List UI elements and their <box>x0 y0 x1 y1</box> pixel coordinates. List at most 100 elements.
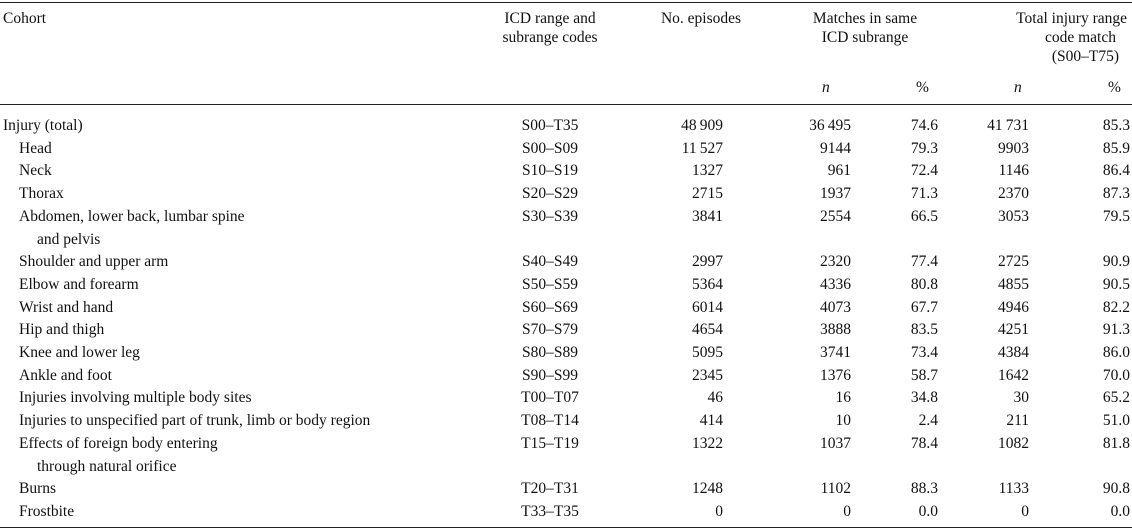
cell-matches-pct: 67.7 <box>910 298 938 316</box>
cell-matches-pct: 66.5 <box>910 207 938 225</box>
cell-cohort-label: Injury (total) <box>3 117 83 134</box>
cell-episodes: 5364 <box>692 275 723 293</box>
cell-total-n: 4251 <box>998 321 1029 339</box>
cell-total-pct: 91.3 <box>1102 321 1130 339</box>
cell-total-n: 1146 <box>998 162 1029 180</box>
cell-matches-n: 2554 <box>820 207 851 225</box>
cell-total-n: 4946 <box>998 298 1029 316</box>
cell-total-pct: 90.8 <box>1102 480 1130 498</box>
cell-total-n: 1082 <box>998 434 1029 452</box>
cell-cohort-label: Ankle and foot <box>19 366 112 384</box>
cell-episodes: 0 <box>715 502 723 520</box>
cell-episodes: 46 <box>707 389 724 407</box>
cell-matches-pct: 88.3 <box>910 480 938 498</box>
header-cohort: Cohort <box>3 10 47 27</box>
cell-matches-n: 4073 <box>820 298 851 316</box>
cell-total-pct: 70.0 <box>1102 366 1130 384</box>
header-matches-n: n <box>822 79 830 96</box>
cell-matches-pct: 74.6 <box>910 117 938 134</box>
cell-episodes: 48 909 <box>681 117 723 134</box>
cell-matches-pct: 83.5 <box>910 321 938 339</box>
cell-matches-n: 10 <box>835 412 852 430</box>
cell-cohort-label: Shoulder and upper arm <box>19 253 169 271</box>
cell-cohort-label-cont: through natural orifice <box>37 457 177 475</box>
cell-matches-pct: 78.4 <box>910 434 938 452</box>
cell-episodes: 11 527 <box>681 139 723 157</box>
cell-matches-n: 36 495 <box>809 117 851 134</box>
cell-icd: S70–S79 <box>522 321 578 339</box>
cell-matches-pct: 34.8 <box>910 389 938 407</box>
header-rule <box>0 104 1132 105</box>
cell-cohort-label: Burns <box>19 480 57 498</box>
cell-episodes: 2997 <box>692 253 723 271</box>
cell-total-pct: 90.9 <box>1102 253 1130 271</box>
cell-cohort-label: Frostbite <box>19 502 75 520</box>
cell-episodes: 2715 <box>692 185 723 203</box>
cell-matches-n: 16 <box>835 389 852 407</box>
header-matches-pct: % <box>916 79 929 96</box>
cell-matches-n: 4336 <box>820 275 851 293</box>
cell-icd: T15–T19 <box>521 434 579 452</box>
cell-icd: T00–T07 <box>521 389 579 407</box>
cell-total-n: 211 <box>1006 412 1029 430</box>
cell-total-pct: 82.2 <box>1102 298 1130 316</box>
cell-icd: T20–T31 <box>521 480 579 498</box>
cell-cohort-label-cont: and pelvis <box>37 230 101 248</box>
header-matches-line1: Matches in same <box>812 10 918 27</box>
cell-matches-pct: 0.0 <box>918 502 938 520</box>
cell-episodes: 6014 <box>692 298 723 316</box>
header-total-pct: % <box>1108 79 1121 96</box>
cell-cohort-label: Wrist and hand <box>19 298 114 316</box>
cell-total-pct: 79.5 <box>1102 207 1130 225</box>
cell-total-pct: 86.0 <box>1102 344 1130 361</box>
cell-total-n: 30 <box>1013 389 1030 407</box>
cell-icd: S60–S69 <box>522 298 578 316</box>
cell-episodes: 2345 <box>692 366 723 384</box>
cell-matches-n: 1376 <box>820 366 851 384</box>
cell-matches-pct: 77.4 <box>910 253 938 271</box>
cell-icd: S50–S59 <box>522 275 578 293</box>
cell-episodes: 5095 <box>692 344 723 361</box>
cell-total-pct: 0.0 <box>1110 502 1130 520</box>
cell-matches-n: 1037 <box>820 434 851 452</box>
cell-matches-n: 2320 <box>820 253 851 271</box>
cell-matches-n: 961 <box>827 162 851 180</box>
cell-matches-pct: 71.3 <box>910 185 938 203</box>
cell-total-n: 1133 <box>998 480 1029 498</box>
cell-cohort-label: Hip and thigh <box>19 321 105 339</box>
cell-total-n: 4855 <box>998 275 1029 293</box>
cell-icd: S90–S99 <box>522 366 578 384</box>
header-episodes: No. episodes <box>660 10 742 27</box>
header-total-line3: (S00–T75) <box>1051 48 1119 65</box>
cell-cohort-label: Abdomen, lower back, lumbar spine <box>19 207 245 225</box>
top-rule <box>0 2 1132 3</box>
cell-icd: S30–S39 <box>522 207 578 225</box>
cell-matches-pct: 73.4 <box>910 344 938 361</box>
cell-total-pct: 65.2 <box>1102 389 1130 407</box>
cell-cohort-label: Effects of foreign body entering <box>19 434 218 452</box>
cell-icd: S10–S19 <box>522 162 578 180</box>
header-total-n: n <box>1014 79 1022 96</box>
cell-episodes: 1322 <box>692 434 723 452</box>
cell-icd: S00–S09 <box>522 139 578 157</box>
cell-total-pct: 51.0 <box>1102 412 1130 430</box>
header-icd-line1: ICD range and <box>504 10 596 27</box>
cell-matches-pct: 79.3 <box>910 139 938 157</box>
cell-episodes: 3841 <box>692 207 723 225</box>
cell-cohort-label: Injuries involving multiple body sites <box>19 389 252 407</box>
cell-icd: S40–S49 <box>522 253 578 271</box>
cell-total-n: 41 731 <box>987 117 1029 134</box>
cell-total-n: 4384 <box>998 344 1029 361</box>
cell-total-pct: 86.4 <box>1102 162 1130 180</box>
cell-total-n: 3053 <box>998 207 1029 225</box>
cell-icd: S80–S89 <box>522 344 578 361</box>
cell-episodes: 1327 <box>692 162 723 180</box>
cell-episodes: 1248 <box>692 480 723 498</box>
cell-total-n: 2725 <box>998 253 1029 271</box>
bottom-rule <box>0 527 1132 528</box>
cell-total-n: 9903 <box>998 139 1029 157</box>
cell-matches-n: 0 <box>843 502 851 520</box>
cell-episodes: 4654 <box>692 321 723 339</box>
header-matches-line2: ICD subrange <box>821 29 909 46</box>
cell-icd: S00–T35 <box>521 117 579 134</box>
